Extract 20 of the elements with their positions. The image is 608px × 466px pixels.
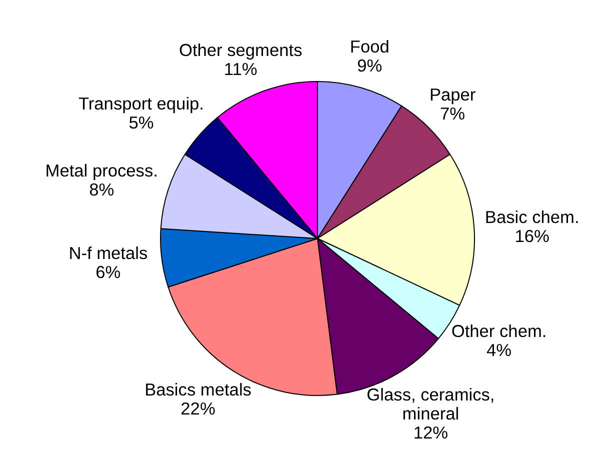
data-label: 9%: [357, 56, 382, 76]
data-label: 8%: [89, 179, 114, 200]
data-label: 12%: [413, 422, 448, 442]
slice-label: Basics metals: [144, 379, 252, 400]
slice-label: Paper: [429, 84, 476, 105]
slice-label: Other segments: [178, 40, 303, 60]
data-label: 16%: [514, 226, 550, 246]
slice-label: Metal process.: [45, 160, 158, 180]
slice-label: Basic chem.: [484, 207, 580, 228]
data-label: 7%: [440, 104, 466, 124]
data-label: 4%: [486, 340, 512, 360]
slice-label: Transport equip.: [78, 93, 204, 114]
data-label: 11%: [224, 59, 258, 80]
slice-label: Other chem.: [451, 320, 547, 341]
slice-label: Food: [350, 36, 390, 57]
data-label: 5%: [128, 112, 154, 132]
data-label: 6%: [96, 262, 121, 282]
slice-label: Glass, ceramics, mineral: [366, 384, 495, 424]
slice-label: N-f metals: [68, 242, 148, 263]
data-label: 22%: [180, 398, 216, 418]
